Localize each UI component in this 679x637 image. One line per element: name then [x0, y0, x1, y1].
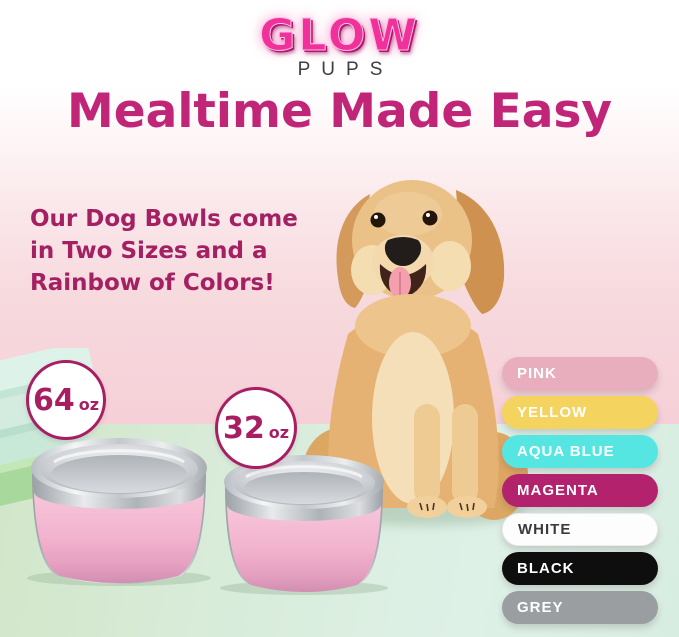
color-option-pill: YELLOW	[502, 396, 658, 429]
color-option-pill: BLACK	[502, 552, 658, 585]
color-option-label: AQUA BLUE	[517, 443, 615, 460]
page-title: Mealtime Made Easy	[66, 84, 613, 139]
color-option-pill: GREY	[502, 591, 658, 624]
dog-bowl-32oz	[220, 455, 388, 595]
color-option-pill: WHITE	[502, 513, 658, 546]
color-option-label: GREY	[517, 599, 564, 616]
color-option-pill: AQUA BLUE	[502, 435, 658, 468]
dog-bowl-64oz	[27, 438, 211, 586]
tagline-line: Rainbow of Colors!	[30, 270, 275, 296]
color-option-label: BLACK	[517, 560, 575, 577]
color-option-pill: PINK	[502, 357, 658, 390]
color-options-list: PINK YELLOW AQUA BLUE MAGENTA WHITE BLAC…	[502, 357, 658, 624]
color-option-label: YELLOW	[517, 404, 588, 421]
brand-logo: GLOW	[259, 10, 420, 61]
tagline-text: Our Dog Bowls come in Two Sizes and a Ra…	[30, 203, 298, 299]
size-unit: oz	[268, 422, 290, 442]
color-option-label: MAGENTA	[517, 482, 599, 499]
tagline-line: in Two Sizes and a	[30, 238, 268, 264]
size-unit: oz	[78, 394, 100, 414]
color-option-label: PINK	[517, 365, 557, 382]
size-badge-32oz: 32 oz	[215, 387, 297, 469]
size-value: 32	[222, 410, 265, 446]
color-option-label: WHITE	[518, 521, 572, 538]
tagline-line: Our Dog Bowls come	[30, 206, 298, 232]
size-badge-64oz: 64 oz	[26, 360, 106, 440]
color-option-pill: MAGENTA	[502, 474, 658, 507]
brand-sub-logo: PUPS	[297, 59, 394, 80]
size-value: 64	[32, 382, 75, 418]
